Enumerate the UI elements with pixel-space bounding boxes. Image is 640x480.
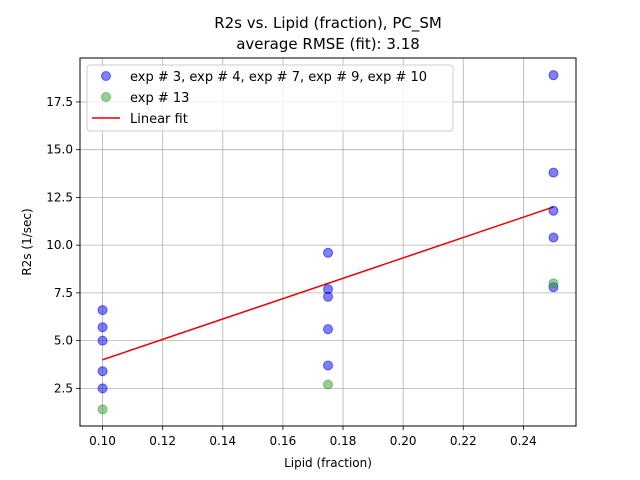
x-tick-label: 0.10 [89,434,116,448]
chart-subtitle: average RMSE (fit): 3.18 [236,35,420,53]
data-point-series-1 [323,291,333,302]
plot-frame [79,57,577,427]
data-point-series-1 [323,324,333,335]
data-point-series-1 [548,232,559,243]
data-point-series-1 [97,305,108,316]
legend-marker-series-1 [101,71,111,81]
legend-label-fit: Linear fit [130,112,188,127]
data-point-series-1 [323,247,333,258]
y-axis-label: R2s (1/sec) [20,208,34,275]
x-axis-ticks: 0.10 0.12 0.14 0.16 0.18 0.20 0.22 0.24 [89,426,537,448]
y-tick-label: 15.0 [46,143,73,157]
x-tick-label: 0.24 [510,434,537,448]
x-tick-label: 0.18 [330,434,357,448]
data-point-series-2 [548,278,559,289]
x-tick-label: 0.22 [450,434,477,448]
data-point-series-1 [97,335,108,346]
legend-box [86,64,454,132]
y-tick-label: 12.5 [46,190,73,204]
y-tick-label: 5.0 [54,334,73,348]
legend-label-series-2: exp # 13 [130,91,189,106]
x-tick-label: 0.14 [209,434,236,448]
y-tick-label: 10.0 [46,238,73,252]
x-tick-label: 0.12 [149,434,176,448]
data-points [97,70,559,415]
legend-label-series-1: exp # 3, exp # 4, exp # 7, exp # 9, exp … [130,70,427,85]
legend-marker-series-2 [101,92,111,102]
y-tick-label: 17.5 [46,95,73,109]
data-point-series-2 [97,404,108,415]
data-point-series-2 [323,379,333,390]
data-point-series-1 [548,167,559,178]
y-tick-label: 2.5 [54,381,73,395]
data-point-series-1 [323,360,333,371]
linear-fit-line [102,206,554,361]
x-tick-label: 0.16 [270,434,297,448]
chart-title: R2s vs. Lipid (fraction), PC_SM [214,14,442,33]
data-point-series-1 [97,366,108,377]
x-tick-label: 0.20 [390,434,417,448]
fit-line-layer [102,206,554,361]
data-point-series-1 [548,70,559,81]
data-point-series-1 [97,383,108,394]
y-axis-ticks: 2.5 5.0 7.5 10.0 12.5 15.0 17.5 [46,95,80,395]
x-axis-label: Lipid (fraction) [284,456,372,470]
data-point-series-1 [548,205,559,216]
data-point-series-1 [97,322,108,333]
legend: exp # 3, exp # 4, exp # 7, exp # 9, exp … [86,64,454,132]
y-tick-label: 7.5 [54,286,73,300]
